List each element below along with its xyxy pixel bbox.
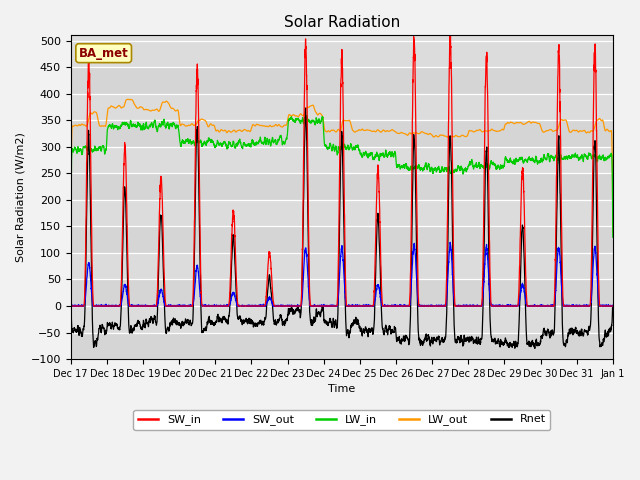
Bar [70,173,613,200]
SW_in [67,303,74,309]
SW_in [494,303,502,309]
Bar [70,227,613,253]
LW_in [67,255,74,261]
LW_in [164,122,172,128]
X-axis label: Time: Time [328,384,355,395]
Y-axis label: Solar Radiation (W/m2): Solar Radiation (W/m2) [15,132,25,262]
Text: BA_met: BA_met [79,47,129,60]
LW_in [322,143,330,148]
Rnet [322,318,330,324]
SW_out [433,302,441,308]
SW_out [463,302,471,308]
LW_out [67,243,74,249]
Legend: SW_in, SW_out, LW_in, LW_out, Rnet: SW_in, SW_out, LW_in, LW_out, Rnet [133,410,550,430]
Title: Solar Radiation: Solar Radiation [284,15,400,30]
LW_out [463,133,471,139]
SW_in [609,303,617,309]
Rnet [609,313,616,319]
SW_out [609,303,617,309]
LW_out [164,100,172,106]
LW_out [609,229,617,235]
Line: LW_in: LW_in [70,116,613,258]
Rnet [463,335,471,341]
Rnet [494,338,502,344]
LW_in [494,163,502,169]
Bar [70,120,613,147]
LW_out [494,128,502,134]
Rnet [609,306,617,312]
SW_out [446,240,454,245]
Rnet [301,105,309,111]
Rnet [433,335,441,340]
SW_in [446,28,454,34]
LW_out [322,128,330,134]
LW_in [303,113,310,119]
Line: LW_out: LW_out [70,99,613,246]
LW_out [609,152,616,158]
SW_out [164,303,172,309]
Rnet [164,325,172,331]
Line: SW_in: SW_in [70,31,613,306]
SW_in [463,303,471,309]
SW_out [494,303,502,309]
Line: Rnet: Rnet [70,108,613,348]
LW_in [463,166,471,171]
SW_in [609,303,616,309]
Line: SW_out: SW_out [70,242,613,306]
SW_out [609,303,616,309]
LW_in [609,166,616,172]
Bar [70,67,613,94]
Bar [70,333,613,359]
Rnet [531,346,539,351]
SW_in [321,303,329,309]
LW_in [609,234,617,240]
SW_in [433,303,441,309]
SW_out [67,303,74,309]
Bar [70,279,613,306]
LW_out [124,96,132,102]
SW_in [164,303,172,309]
LW_in [433,167,441,173]
SW_out [321,303,329,309]
LW_out [433,133,441,139]
Rnet [67,312,74,318]
